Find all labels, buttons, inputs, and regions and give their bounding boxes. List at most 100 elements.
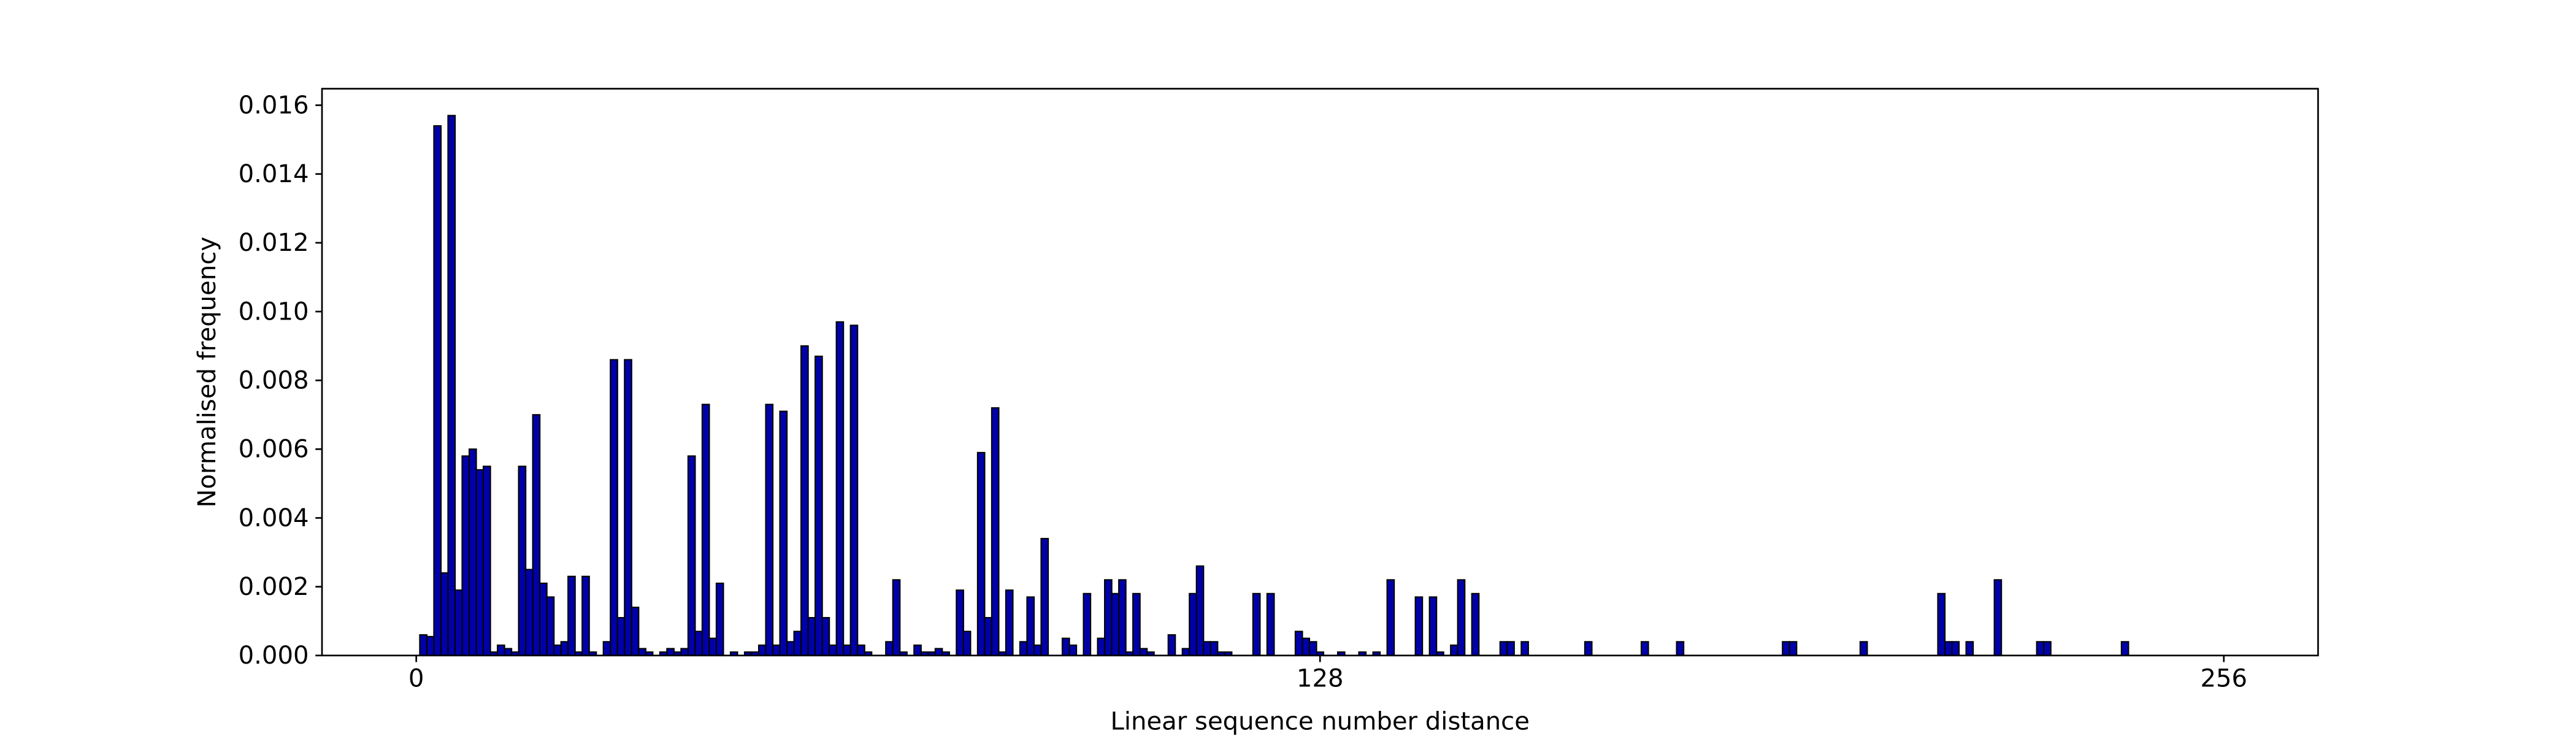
bar [497,644,505,656]
bar [581,575,590,656]
bar [1068,644,1078,656]
bar [765,404,774,656]
bar [701,404,710,656]
bar [1139,648,1148,656]
bar [433,125,442,656]
bar [849,324,859,656]
bar [1386,579,1395,656]
bar [454,589,463,656]
bar [786,641,795,656]
bar [680,648,689,656]
bar [892,579,901,656]
bar [1414,596,1424,656]
bar [687,455,696,656]
bar [539,582,548,656]
x-tick-label: 128 [1297,665,1344,693]
x-tick-label: 0 [408,665,424,693]
x-tick-label: 256 [2200,665,2247,693]
bar [610,359,618,656]
bar [1061,637,1070,656]
y-tick-label: 0.008 [239,367,309,395]
bar [546,596,555,656]
bar [1993,579,2003,656]
bar [757,644,767,656]
bar [475,469,485,656]
bar [504,648,513,656]
bar [2036,641,2045,656]
bar [1294,631,1303,656]
bar [638,648,646,656]
bar [1640,641,1649,656]
bar [1676,641,1685,656]
bar [1499,641,1508,656]
bar [468,448,477,656]
bar [1457,579,1466,656]
bar [1033,644,1042,656]
bar [553,644,562,656]
bar [1195,565,1205,656]
bar [843,644,851,656]
bar [991,407,1000,656]
bar [1019,641,1028,656]
y-tick-label: 0.010 [239,297,309,326]
y-tick-label: 0.002 [239,573,309,601]
bar [815,355,823,656]
bar [793,631,802,656]
bar [1965,641,1974,656]
bar [624,359,632,656]
bar [461,455,470,656]
bar [1203,641,1211,656]
bar [666,648,675,656]
bar [447,115,456,656]
bar [800,345,809,656]
bar [2043,641,2052,656]
bar [715,582,724,656]
y-tick-label: 0.016 [239,91,309,120]
y-tick-label: 0.000 [239,642,309,670]
bar [1506,641,1515,656]
bar [885,641,894,656]
bar [1937,592,1946,656]
bar [956,589,964,656]
bar [532,414,541,656]
bar [1584,641,1593,656]
bar [525,569,534,656]
bar [1097,637,1106,656]
bar [1040,538,1049,656]
bar [1189,592,1197,656]
bar [779,410,788,656]
bar [1788,641,1798,656]
bar [1520,641,1529,656]
bar [807,616,816,656]
bar [1083,592,1092,656]
bar [1181,648,1190,656]
bar [772,644,781,656]
bar [426,635,435,656]
bar [1132,592,1141,656]
bar [482,466,491,656]
bar [1005,589,1014,656]
bar [419,634,428,656]
bar [616,616,626,656]
bar [1167,634,1176,656]
bar [1951,641,1960,656]
bar [440,572,449,656]
bar [694,631,703,656]
x-axis-label: Linear sequence number distance [1110,707,1529,735]
bar [631,607,640,656]
bar [984,616,992,656]
bar [1782,641,1790,656]
plot-frame [321,88,2319,657]
bar [1471,592,1480,656]
bar [1944,641,1953,656]
bar [1104,579,1113,656]
bar [2120,641,2129,656]
bar [1266,592,1275,656]
bar [1026,596,1035,656]
y-axis-label: Normalised frequency [193,237,221,508]
bar [1308,641,1317,656]
bar [829,644,837,656]
bar [821,616,830,656]
